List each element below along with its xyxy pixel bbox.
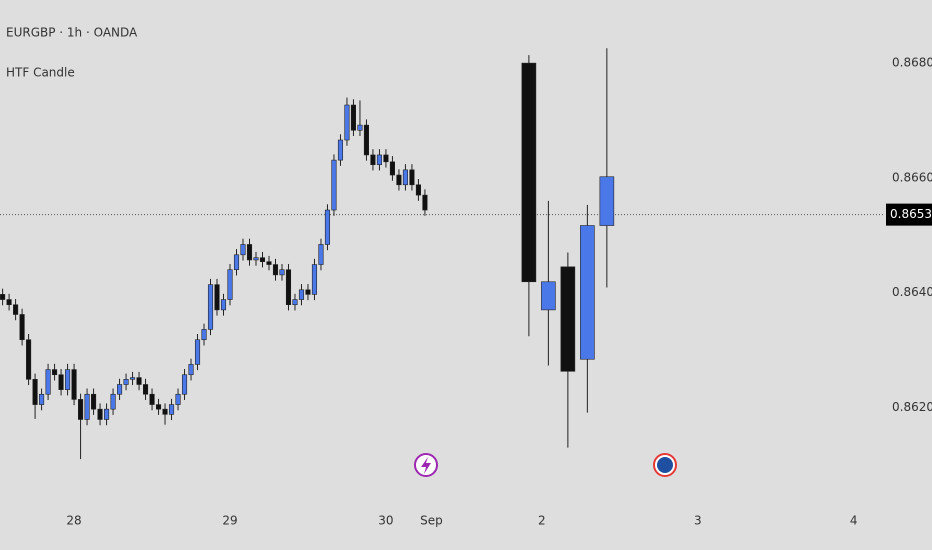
candle-body	[383, 154, 389, 163]
candle-body	[318, 244, 324, 265]
candle-body	[188, 364, 194, 376]
candle-body	[402, 169, 408, 186]
candle-body	[149, 393, 155, 405]
candle-body	[6, 299, 12, 306]
x-tick-label: 3	[694, 514, 702, 528]
economic-icon-flag	[657, 457, 673, 473]
candle-body	[344, 104, 350, 141]
candle-body	[521, 62, 537, 283]
candle-body	[45, 369, 51, 395]
y-tick-label: 0.86800	[892, 56, 932, 70]
candle-body	[298, 289, 305, 300]
candle-body	[65, 369, 71, 390]
candle-body	[389, 161, 395, 176]
candle-body	[396, 174, 402, 186]
candle-body	[279, 269, 285, 276]
x-tick-label: 4	[850, 514, 858, 528]
candle-body	[233, 254, 240, 271]
candle-body	[19, 314, 25, 341]
candle-body	[240, 244, 246, 256]
candle-body	[207, 284, 214, 330]
candle-body	[181, 374, 188, 395]
candle-body	[104, 408, 110, 420]
candle-body	[253, 257, 259, 261]
candle-body	[580, 225, 595, 360]
candle-body	[305, 289, 311, 295]
candle-body	[91, 393, 97, 410]
candle-body	[13, 304, 19, 315]
candle-body	[324, 209, 331, 245]
candle-body	[97, 408, 103, 420]
candle-body	[415, 184, 421, 196]
candle-body	[168, 404, 175, 415]
candle-body	[39, 393, 45, 405]
chart-title: EURGBP · 1h · OANDA	[6, 26, 138, 40]
candle-body	[214, 284, 220, 311]
event-icon-bolt	[421, 457, 431, 474]
candle-body	[78, 399, 84, 420]
candle-body	[370, 154, 376, 165]
candle-body	[32, 379, 38, 405]
candle-body	[285, 269, 292, 306]
candle-body	[110, 393, 116, 410]
candle-body	[363, 124, 370, 156]
x-tick-label: 2	[538, 514, 546, 528]
candle-body	[0, 294, 6, 300]
candle-body	[292, 299, 298, 306]
candle-body	[246, 244, 253, 261]
candle-body	[541, 281, 556, 311]
candle-body	[142, 384, 149, 395]
candle-body	[337, 139, 344, 161]
candle-body	[266, 261, 272, 265]
candle-body	[123, 379, 129, 385]
candle-body	[162, 408, 168, 415]
candle-body	[599, 176, 615, 226]
candle-body	[117, 384, 123, 395]
x-tick-label: 28	[66, 514, 81, 528]
candle-body	[71, 369, 77, 400]
candle-body	[422, 194, 428, 211]
indicator-label: HTF Candle	[6, 66, 75, 80]
x-tick-label: 29	[222, 514, 237, 528]
candle-body	[227, 269, 233, 300]
candle-body	[272, 264, 279, 276]
candle-body	[26, 339, 32, 380]
candle-body	[175, 393, 181, 405]
candle-body	[194, 339, 201, 365]
candle-body	[155, 404, 162, 410]
candle-body	[350, 104, 357, 131]
candle-body	[52, 369, 58, 376]
last-price-box	[886, 203, 932, 226]
candle-body	[58, 374, 64, 390]
candle-body	[331, 159, 337, 211]
candle-body	[201, 329, 207, 341]
last-price-label: 0.86536	[890, 207, 932, 221]
x-tick-label: Sep	[420, 514, 443, 528]
candle-body	[409, 169, 415, 186]
candle-body	[220, 299, 227, 311]
candle-body	[376, 154, 382, 165]
economic-icon[interactable]	[653, 453, 677, 477]
candle-body	[136, 377, 142, 385]
candle-body	[357, 124, 363, 131]
candle-body	[311, 264, 318, 295]
candle-body	[259, 257, 266, 262]
candle-body	[560, 266, 576, 372]
candle-body	[84, 393, 90, 420]
candle-body	[129, 377, 136, 380]
event-icon[interactable]	[414, 453, 438, 477]
x-tick-label: 30	[378, 514, 393, 528]
